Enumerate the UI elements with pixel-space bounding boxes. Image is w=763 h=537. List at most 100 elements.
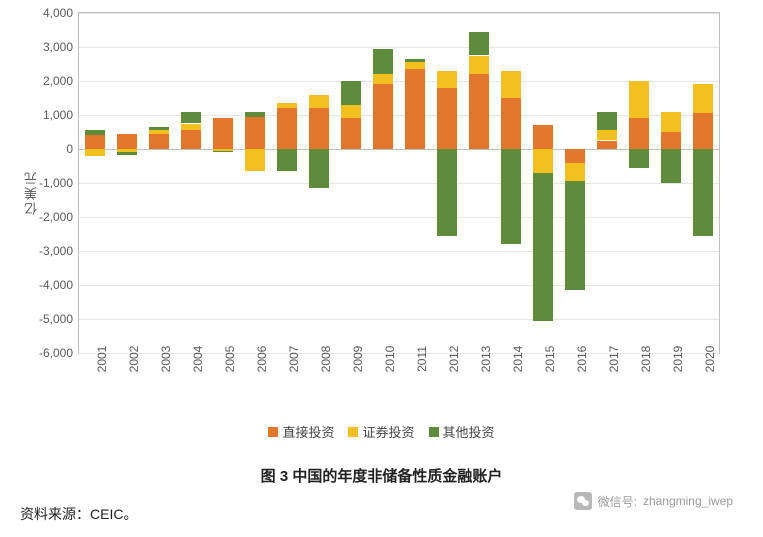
bar-segment-portfolio xyxy=(437,71,457,88)
bar-segment-other xyxy=(469,32,489,56)
gridline xyxy=(79,353,719,354)
bar-segment-portfolio xyxy=(405,62,425,69)
y-tick-label: -1,000 xyxy=(39,176,73,190)
bar-segment-portfolio xyxy=(565,163,585,182)
bar-segment-direct xyxy=(341,118,361,149)
x-tick-label: 2002 xyxy=(127,346,141,373)
x-tick-label: 2017 xyxy=(607,346,621,373)
bar-segment-other xyxy=(565,181,585,290)
wechat-icon xyxy=(574,492,592,510)
bar-segment-other xyxy=(117,152,137,155)
bar-segment-other xyxy=(181,112,201,124)
data-source: 资料来源：CEIC。 xyxy=(20,504,137,524)
x-tick-label: 2015 xyxy=(543,346,557,373)
bar-segment-other xyxy=(85,130,105,135)
bar-segment-portfolio xyxy=(629,81,649,118)
bar-segment-portfolio xyxy=(661,112,681,132)
bar-segment-other xyxy=(373,49,393,75)
bar-segment-portfolio xyxy=(277,103,297,108)
watermark-handle: zhangming_iwep xyxy=(643,494,733,508)
x-tick-label: 2001 xyxy=(95,346,109,373)
bar-segment-direct xyxy=(405,69,425,149)
gridline xyxy=(79,81,719,82)
x-tick-label: 2011 xyxy=(415,346,429,372)
legend-label: 直接投资 xyxy=(282,422,334,441)
bar-segment-direct xyxy=(149,134,169,149)
x-tick-label: 2007 xyxy=(287,346,301,373)
bar-segment-direct xyxy=(661,132,681,149)
gridline xyxy=(79,285,719,286)
bar-segment-portfolio xyxy=(309,95,329,109)
x-tick-label: 2014 xyxy=(511,346,525,373)
bar-segment-other xyxy=(693,149,713,236)
bar-segment-direct xyxy=(469,74,489,149)
x-tick-label: 2019 xyxy=(671,346,685,373)
bar-segment-portfolio xyxy=(245,149,265,171)
figure-caption: 图 3 中国的年度非储备性质金融账户 xyxy=(0,465,763,486)
x-tick-label: 2004 xyxy=(191,346,205,373)
bar-segment-portfolio xyxy=(693,84,713,113)
bar-segment-other xyxy=(405,59,425,62)
bar-segment-portfolio xyxy=(501,71,521,98)
bar-segment-direct xyxy=(373,84,393,149)
gridline xyxy=(79,115,719,116)
bar-segment-portfolio xyxy=(373,74,393,84)
gridline xyxy=(79,47,719,48)
gridline xyxy=(79,251,719,252)
bar-segment-other xyxy=(245,112,265,117)
legend-item: 直接投资 xyxy=(268,422,334,441)
x-tick-label: 2020 xyxy=(703,346,717,373)
bar-segment-other xyxy=(533,173,553,321)
y-tick-label: -4,000 xyxy=(39,278,73,292)
bar-segment-portfolio xyxy=(149,130,169,133)
watermark-prefix: 微信号: xyxy=(598,493,637,510)
x-tick-label: 2012 xyxy=(447,346,461,373)
wechat-watermark: 微信号: zhangming_iwep xyxy=(574,492,733,510)
x-tick-label: 2003 xyxy=(159,346,173,373)
bar-segment-direct xyxy=(629,118,649,149)
gridline xyxy=(79,217,719,218)
y-tick-label: 2,000 xyxy=(43,74,73,88)
x-tick-label: 2013 xyxy=(479,346,493,373)
bar-segment-other xyxy=(341,81,361,105)
bar-segment-direct xyxy=(117,134,137,149)
x-tick-label: 2006 xyxy=(255,346,269,373)
bar-segment-direct xyxy=(693,113,713,149)
bar-segment-direct xyxy=(565,149,585,163)
y-tick-label: 4,000 xyxy=(43,6,73,20)
x-tick-label: 2008 xyxy=(319,346,333,373)
bar-segment-direct xyxy=(85,135,105,149)
y-tick-label: -6,000 xyxy=(39,346,73,360)
legend-item: 证券投资 xyxy=(348,422,414,441)
bar-segment-other xyxy=(661,149,681,183)
bar-segment-direct xyxy=(245,117,265,149)
bar-segment-other xyxy=(277,149,297,171)
x-tick-label: 2005 xyxy=(223,346,237,373)
gridline xyxy=(79,149,719,150)
legend: 直接投资 证券投资 其他投资 xyxy=(0,422,763,441)
legend-item: 其他投资 xyxy=(429,422,495,441)
legend-swatch xyxy=(429,427,439,437)
legend-label: 证券投资 xyxy=(362,422,414,441)
bar-segment-portfolio xyxy=(85,149,105,156)
bar-segment-other xyxy=(437,149,457,236)
bar-segment-other xyxy=(629,149,649,168)
bar-segment-other xyxy=(501,149,521,244)
bar-segment-other xyxy=(309,149,329,188)
legend-label: 其他投资 xyxy=(443,422,495,441)
x-tick-label: 2016 xyxy=(575,346,589,373)
bar-segment-direct xyxy=(277,108,297,149)
legend-swatch xyxy=(268,427,278,437)
legend-swatch xyxy=(348,427,358,437)
bar-segment-other xyxy=(149,127,169,130)
bar-segment-portfolio xyxy=(597,130,617,140)
y-tick-label: -3,000 xyxy=(39,244,73,258)
chart-plot-area: -6,000-5,000-4,000-3,000-2,000-1,00001,0… xyxy=(78,12,720,354)
bar-segment-direct xyxy=(501,98,521,149)
bar-segment-direct xyxy=(597,141,617,150)
bar-segment-other xyxy=(597,112,617,131)
bar-segment-portfolio xyxy=(341,105,361,119)
bar-segment-direct xyxy=(213,118,233,149)
bar-segment-direct xyxy=(437,88,457,149)
y-tick-label: -5,000 xyxy=(39,312,73,326)
